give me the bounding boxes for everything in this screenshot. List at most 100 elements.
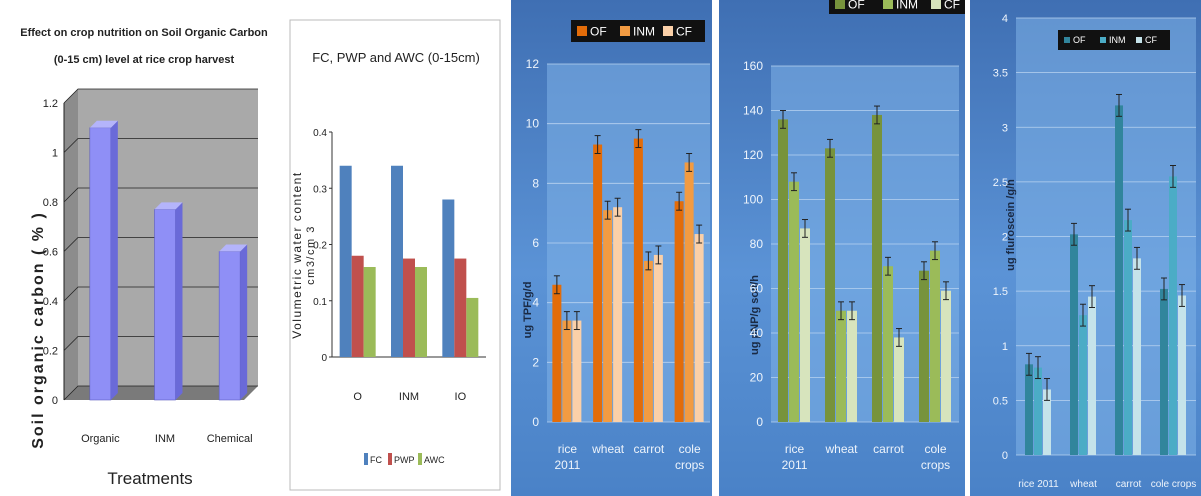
y-tick-label: 0.5 <box>993 395 1008 407</box>
y-tick-label: 120 <box>743 148 763 162</box>
legend-label: CF <box>676 24 692 38</box>
bar-inm <box>789 181 799 422</box>
y-tick-label: 6 <box>532 236 539 250</box>
bar-inm <box>1124 220 1132 455</box>
bar-inm <box>562 320 572 422</box>
fc-pwp-awc-chart-svg: FC, PWP and AWC (0-15cm) Volumetric wate… <box>289 19 501 491</box>
bar-cf <box>847 310 857 422</box>
bar-awc <box>415 267 427 357</box>
x-tick-label: cole <box>679 442 701 456</box>
legend-box <box>571 20 705 42</box>
gridline <box>63 138 258 153</box>
y-axis-title-line-2: cm3/cm 3 <box>305 225 317 285</box>
legend-swatch <box>883 0 893 9</box>
y-tick-label: 140 <box>743 104 763 118</box>
y-tick-label: 2 <box>532 355 539 369</box>
bar-of <box>1115 105 1123 456</box>
legend-label: INM <box>633 24 655 38</box>
y-axis-title: Soil organic carbon ( % ) <box>30 211 47 449</box>
y-tick-label: 0 <box>321 353 327 364</box>
bar-inm <box>836 310 846 422</box>
legend-box <box>1058 30 1170 50</box>
bar-cf <box>1133 258 1141 455</box>
y-tick-label: 20 <box>750 371 764 385</box>
bar-cf <box>613 207 623 422</box>
x-tick-label: rice <box>558 442 578 456</box>
y-tick-label: 80 <box>750 237 764 251</box>
legend-swatch <box>620 26 630 36</box>
gridline <box>63 237 258 252</box>
bar-top <box>219 244 248 252</box>
bar-of <box>778 119 788 423</box>
bar-cf <box>572 320 582 422</box>
gridline <box>63 187 258 203</box>
legend-label: CF <box>944 0 960 11</box>
bar-of <box>674 201 684 422</box>
y-axis-title-line-1: Volumetric water content <box>290 171 304 338</box>
y-tick-label: 1 <box>1002 341 1008 353</box>
chart-soil-organic-carbon: Effect on crop nutrition on Soil Organic… <box>0 0 280 496</box>
legend-swatch <box>1136 37 1142 43</box>
bar-cf <box>1178 295 1186 455</box>
fluroscein-chart-svg: ug fluroscein /g/h 0 0.5 1 1.5 2 2.5 3 3.5 4 rice… <box>970 0 1201 496</box>
x-tick-label: wheat <box>1069 479 1097 490</box>
bar-cf <box>1088 296 1096 455</box>
x-tick-label: carrot <box>1116 479 1142 490</box>
legend-swatch <box>663 26 673 36</box>
x-tick-label: crops <box>921 458 950 472</box>
bar-cf <box>694 234 704 422</box>
y-tick-label: 0 <box>52 395 58 407</box>
bar-of <box>552 284 562 422</box>
legend-swatch <box>577 26 587 36</box>
x-tick-label: wheat <box>591 442 625 456</box>
legend-swatch <box>418 453 422 465</box>
y-tick-label: 40 <box>750 326 764 340</box>
x-tick-label: crops <box>675 458 704 472</box>
bar-of <box>1025 364 1033 455</box>
y-tick-label: 8 <box>532 176 539 190</box>
y-tick-label: 0 <box>1002 450 1008 462</box>
x-tick-label: rice 2011 <box>1018 479 1059 490</box>
bar-inm <box>1079 315 1087 455</box>
y-tick-label: 0.4 <box>43 296 58 308</box>
y-tick-label: 2.5 <box>993 177 1008 189</box>
bar-inm <box>930 250 940 422</box>
legend-label: OF <box>590 24 607 38</box>
bar-inm <box>684 162 694 422</box>
legend-label: INM <box>1109 35 1126 45</box>
legend-label: INM <box>896 0 918 11</box>
x-tick-label: 2011 <box>554 458 580 472</box>
bar-of <box>1160 288 1168 455</box>
bar <box>218 251 241 401</box>
bar-of <box>633 138 643 423</box>
bar-cf <box>941 290 951 422</box>
x-tick-label: carrot <box>634 442 665 456</box>
y-tick-label: 4 <box>532 296 539 310</box>
legend-swatch <box>1100 37 1106 43</box>
gridline <box>63 385 258 401</box>
bar-pwp <box>454 258 467 357</box>
bar-of <box>872 114 882 422</box>
bar-awc <box>466 297 479 357</box>
bar <box>89 127 112 401</box>
soc-chart-svg: Effect on crop nutrition on Soil Organic… <box>20 27 268 488</box>
bar-side <box>240 244 248 400</box>
legend-label: FC <box>370 455 382 465</box>
y-tick-label: 0.4 <box>313 128 327 139</box>
bar-top <box>154 202 183 210</box>
y-tick-label: 3.5 <box>993 68 1008 80</box>
pnp-chart-svg: ug pNP/g soil/h 0 20 40 60 80 100 120 140 160 ric… <box>719 0 965 496</box>
y-tick-label: 0 <box>532 415 539 429</box>
y-tick-label: 0.1 <box>313 297 327 308</box>
legend-swatch <box>835 0 845 9</box>
y-tick-label: 10 <box>526 117 540 131</box>
tpf-chart-svg: ug TPF/g/d 0 2 4 6 8 10 12 rice 2011 wheat carrot c… <box>511 0 712 496</box>
bar-awc <box>363 267 376 357</box>
bar-side <box>175 202 183 400</box>
bar-top <box>89 120 118 128</box>
bar-of <box>825 148 835 422</box>
legend-swatch <box>1064 37 1070 43</box>
y-tick-label: 0.6 <box>43 247 58 259</box>
x-tick-label: 2011 <box>782 458 808 472</box>
bar-inm <box>643 260 653 422</box>
